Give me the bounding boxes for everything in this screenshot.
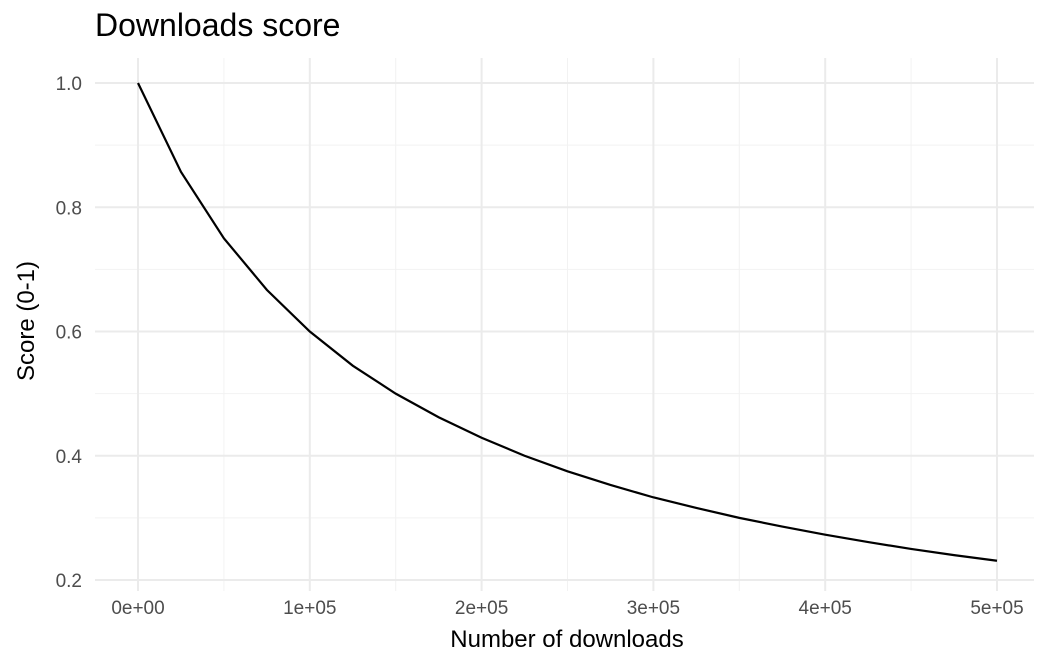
y-tick-label: 0.8 — [56, 198, 82, 219]
x-tick-label: 4e+05 — [799, 598, 852, 619]
x-axis-title: Number of downloads — [450, 626, 683, 651]
grid — [95, 58, 1034, 591]
series-line — [137, 82, 998, 562]
tick-labels: 0e+00 1e+05 2e+05 3e+05 4e+05 5e+05 0.2 0.4 0.6 0… — [56, 74, 1024, 619]
x-tick-label: 0e+00 — [111, 598, 164, 619]
y-tick-label: 0.2 — [56, 571, 82, 592]
x-tick-label: 5e+05 — [970, 598, 1023, 619]
x-tick-label: 3e+05 — [627, 598, 680, 619]
y-tick-label: 0.6 — [56, 323, 82, 344]
y-axis-title: Score (0-1) — [13, 261, 40, 381]
series-layer — [137, 82, 998, 562]
chart-title: Downloads score — [95, 7, 340, 43]
y-tick-label: 1.0 — [56, 74, 82, 95]
x-tick-label: 1e+05 — [283, 598, 336, 619]
x-tick-label: 2e+05 — [455, 598, 508, 619]
y-tick-label: 0.4 — [56, 447, 83, 468]
